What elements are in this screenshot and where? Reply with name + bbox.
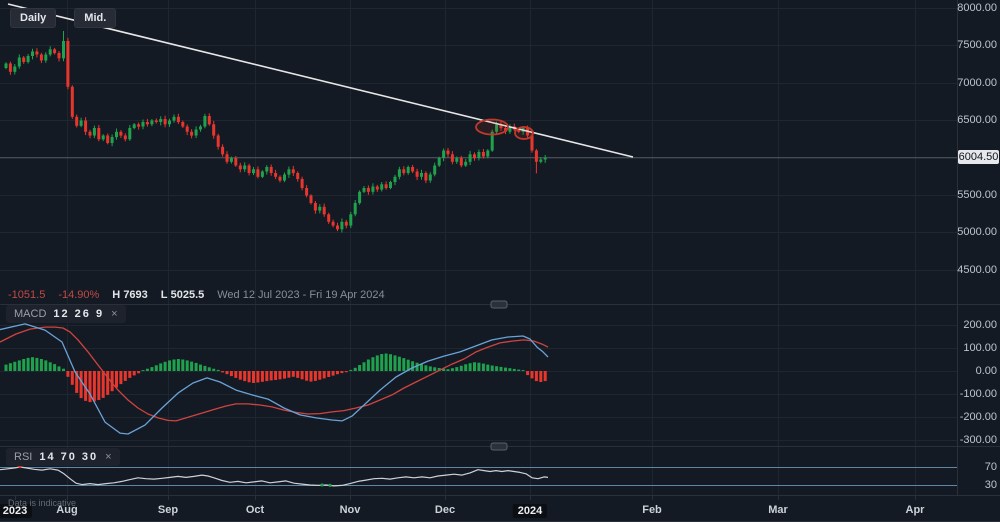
trendline-drawing[interactable]	[7, 3, 634, 158]
rsi-close-icon[interactable]: ×	[105, 450, 112, 463]
last-price-label: 6004.50	[958, 150, 999, 164]
time-axis-label: Nov	[339, 504, 361, 516]
panel-resize-handle[interactable]	[490, 442, 508, 451]
price-axis-label: 7000.00	[957, 77, 997, 89]
rsi-line	[0, 466, 549, 487]
change-value: -1051.5	[8, 289, 46, 301]
price-axis-label: 8000.00	[957, 2, 997, 14]
macd-close-icon[interactable]: ×	[111, 307, 118, 320]
rsi-oversold-dot	[320, 483, 324, 487]
ellipse-annotation[interactable]	[514, 126, 534, 140]
time-axis-label: Apr	[905, 504, 925, 516]
macd-signal-line	[0, 326, 549, 422]
macd-axis-label: -200.00	[959, 411, 997, 423]
rsi-axis-label: 70	[984, 461, 997, 473]
time-axis-label: 2024	[512, 504, 548, 518]
timeframe-button[interactable]: Daily	[10, 8, 57, 28]
price-axis-label: 4500.00	[957, 264, 997, 276]
period-high: H 7693	[112, 289, 148, 301]
price-axis-label: 7500.00	[957, 39, 997, 51]
macd-line	[0, 323, 549, 435]
price-axis-label: 6500.00	[957, 114, 997, 126]
time-axis-label: Sep	[157, 504, 179, 516]
time-axis-label: Feb	[642, 504, 662, 516]
macd-title: MACD	[14, 308, 47, 320]
time-axis[interactable]: 2023 Aug Sep Oct Nov Dec 2024 Feb Mar Apr	[0, 496, 1000, 522]
ohlc-legend: -1051.5 -14.90% H 7693 L 5025.5 Wed 12 J…	[8, 289, 385, 301]
macd-axis-label: -100.00	[959, 388, 997, 400]
panel-resize-handle[interactable]	[490, 300, 508, 309]
ellipse-annotation[interactable]	[475, 118, 509, 136]
macd-axis-label: 100.00	[963, 342, 997, 354]
time-axis-label: Mar	[768, 504, 788, 516]
time-axis-label: Aug	[56, 504, 78, 516]
macd-params: 12 26 9	[53, 308, 105, 320]
data-indicative-note: Data is indicative	[8, 498, 77, 508]
rsi-indicator-chip: RSI 14 70 30 ×	[6, 448, 120, 466]
time-axis-label: 2023	[0, 504, 33, 518]
macd-indicator-chip: MACD 12 26 9 ×	[6, 305, 126, 323]
price-type-button[interactable]: Mid.	[74, 8, 117, 28]
rsi-oversold-dot	[328, 483, 332, 487]
period-low: L 5025.5	[160, 289, 205, 301]
chart-toolbar: Daily Mid.	[10, 8, 117, 28]
change-percent: -14.90%	[58, 289, 100, 301]
macd-histogram	[4, 353, 547, 403]
rsi-params: 14 70 30	[39, 451, 99, 463]
candlestick-series	[4, 31, 547, 233]
price-axis-label: 5500.00	[957, 189, 997, 201]
price-axis-label: 5000.00	[957, 226, 997, 238]
rsi-title: RSI	[14, 451, 33, 463]
time-axis-label: Oct	[245, 504, 265, 516]
macd-axis-label: 0.00	[975, 365, 997, 377]
price-axis[interactable]: 8000.00 7500.00 7000.00 6500.00 5500.00 5000.…	[957, 0, 1000, 496]
macd-axis-label: -300.00	[959, 434, 997, 446]
macd-axis-label: 200.00	[963, 319, 997, 331]
rsi-axis-label: 30	[984, 479, 997, 491]
date-range: Wed 12 Jul 2023 - Fri 19 Apr 2024	[217, 289, 385, 301]
time-axis-label: Dec	[434, 504, 456, 516]
